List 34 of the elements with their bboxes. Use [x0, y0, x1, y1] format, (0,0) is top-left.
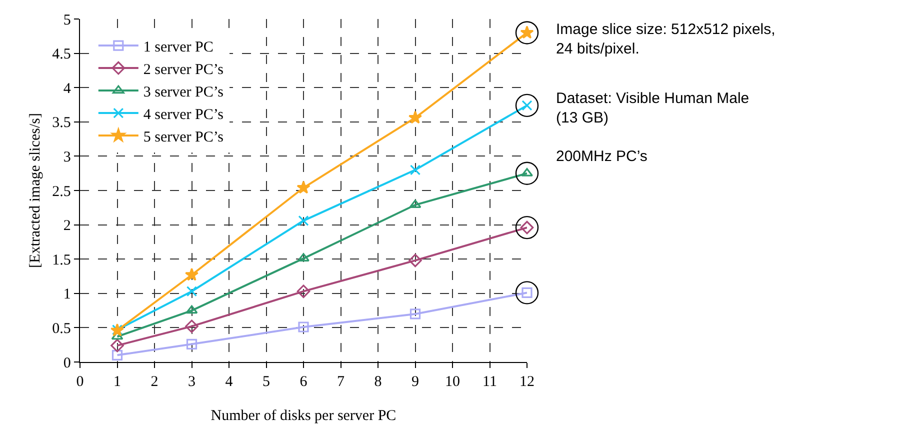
text: Dataset: Visible Human Male (13 GB) — [556, 90, 750, 126]
legend-label: 2 server PC’s — [143, 62, 224, 78]
y-tick-label: 4.5 — [52, 46, 71, 63]
x-tick-label: 10 — [445, 374, 460, 390]
x-tick-label: 2 — [150, 374, 158, 390]
x-tick-label: 4 — [225, 374, 234, 390]
x-tick-label: 9 — [412, 374, 419, 390]
y-tick-label: 3.5 — [52, 115, 71, 132]
x-tick-label: 0 — [76, 374, 84, 390]
x-tick-label: 8 — [374, 374, 382, 390]
x-tick-label: 7 — [337, 374, 345, 390]
legend-label: 5 server PC’s — [143, 129, 224, 146]
y-tick-label: 5 — [63, 12, 71, 28]
x-axis-title: Number of disks per server PC — [210, 408, 396, 424]
x-tick-label: 3 — [188, 374, 196, 390]
y-tick-label: 0 — [63, 355, 71, 372]
x-tick-label: 12 — [520, 374, 534, 390]
y-tick-label: 2 — [63, 218, 71, 234]
x-tick-label: 5 — [262, 374, 270, 390]
text: Image slice size: 512x512 pixels, 24 bits/pixel. — [556, 21, 776, 58]
y-axis-title: [Extracted image slices/s] — [27, 113, 44, 268]
x-tick-label: 6 — [300, 374, 308, 390]
legend-label: 3 server PC’s — [143, 84, 224, 100]
y-tick-label: 3 — [63, 149, 71, 166]
y-tick-label: 2.5 — [52, 184, 71, 200]
legend-label: 4 server PC’s — [143, 106, 224, 123]
y-tick-label: 4 — [63, 80, 72, 97]
y-tick-label: 1.5 — [52, 252, 71, 268]
text: 200MHz PC’s — [556, 148, 648, 165]
x-tick-label: 11 — [482, 374, 497, 390]
x-tick-label: 1 — [114, 374, 121, 390]
y-tick-label: 1 — [63, 286, 71, 303]
y-tick-label: 0.5 — [52, 320, 71, 337]
legend-label: 1 server PC — [143, 39, 214, 56]
